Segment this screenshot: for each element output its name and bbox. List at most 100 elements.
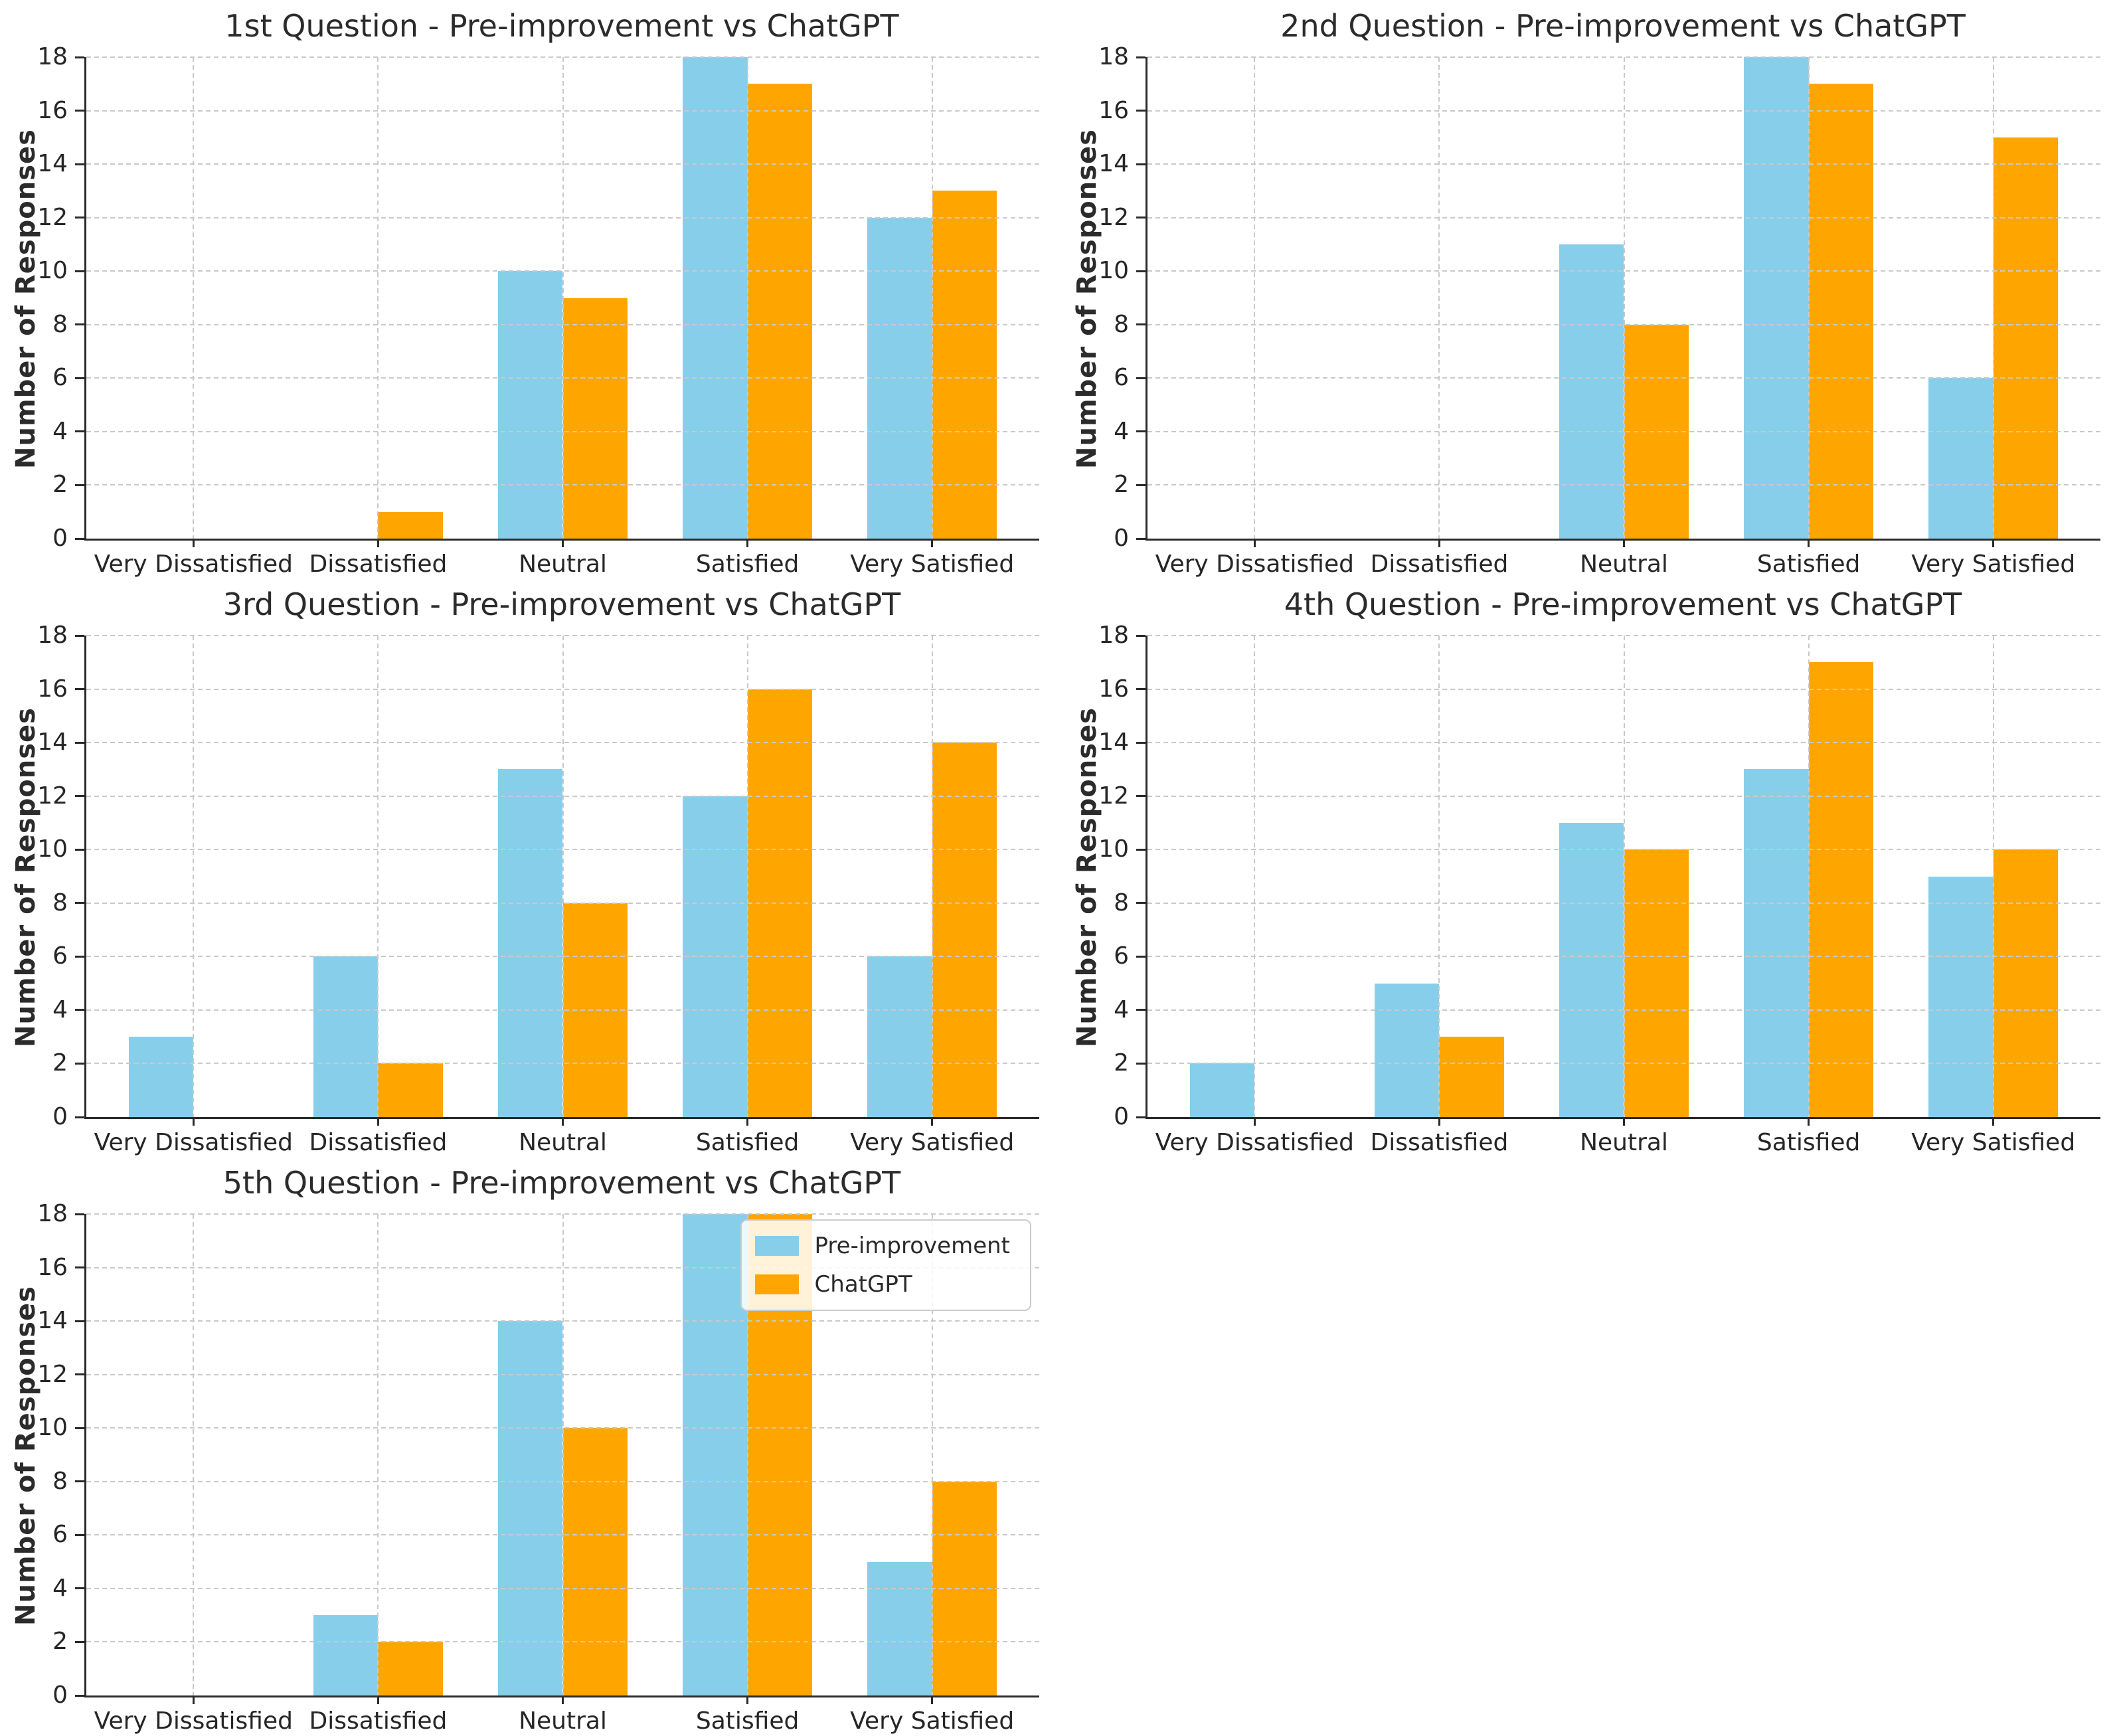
y-tick-label-16: 16 (37, 1253, 68, 1281)
x-tick-1 (1438, 1117, 1440, 1126)
y-tick-label-4: 4 (1114, 417, 1129, 445)
y-tick-2 (75, 1640, 84, 1643)
x-tick-label-1: Dissatisfied (1370, 551, 1509, 578)
gridline-x-2 (1623, 57, 1625, 539)
y-tick-14 (75, 1320, 84, 1322)
bar-pre-improvement-4 (1928, 876, 1994, 1117)
gridline-x-4 (931, 57, 933, 539)
bar-chatgpt-3 (747, 84, 812, 539)
y-tick-label-6: 6 (1114, 364, 1129, 392)
x-tick-label-4: Very Satisfied (850, 1707, 1015, 1735)
y-tick-label-16: 16 (37, 675, 68, 703)
y-tick-10 (75, 848, 84, 851)
x-tick-3 (1808, 539, 1810, 547)
chart-4th-question: 4th Question - Pre-improvement vs ChatGP… (1061, 578, 2123, 1157)
y-tick-label-4: 4 (52, 417, 68, 445)
y-axis-label: Number of Responses (7, 57, 45, 541)
y-tick-12 (75, 1373, 84, 1376)
bar-chatgpt-4 (932, 191, 997, 539)
bar-chatgpt-2 (562, 1428, 628, 1695)
x-tick-3 (1808, 1117, 1810, 1126)
x-tick-0 (1253, 1117, 1256, 1126)
legend-label: ChatGPT (814, 1271, 912, 1298)
y-tick-10 (1136, 270, 1146, 272)
chart-title: 4th Question - Pre-improvement vs ChatGP… (1284, 586, 1962, 622)
bar-chatgpt-1 (378, 511, 443, 539)
bar-chatgpt-4 (1993, 849, 2059, 1117)
x-tick-4 (931, 1117, 934, 1126)
y-tick-12 (75, 217, 84, 219)
x-tick-3 (746, 1117, 749, 1126)
y-tick-12 (1136, 795, 1146, 798)
y-tick-label-18: 18 (1098, 43, 1129, 70)
y-tick-label-6: 6 (1114, 942, 1129, 970)
bar-pre-improvement-2 (1559, 244, 1624, 539)
y-tick-10 (75, 270, 84, 272)
y-tick-label-16: 16 (1098, 675, 1129, 703)
gridline-x-0 (193, 57, 195, 539)
y-tick-label-18: 18 (37, 1200, 68, 1227)
gridline-x-1 (1438, 57, 1440, 539)
gridline-x-3 (1808, 636, 1810, 1117)
y-tick-14 (75, 741, 84, 744)
y-tick-2 (1136, 1062, 1146, 1065)
gridline-x-4 (1992, 636, 1994, 1117)
gridline-x-2 (1623, 636, 1625, 1117)
gridline-x-0 (193, 636, 195, 1117)
gridline-x-1 (1438, 636, 1440, 1117)
y-tick-0 (1136, 1116, 1146, 1118)
y-tick-label-10: 10 (37, 1414, 68, 1442)
y-tick-label-4: 4 (52, 1574, 68, 1602)
y-tick-label-2: 2 (52, 1049, 68, 1077)
y-tick-6 (75, 377, 84, 379)
y-tick-16 (75, 688, 84, 691)
x-tick-label-3: Satisfied (695, 1129, 800, 1156)
bar-chatgpt-1 (1439, 1037, 1504, 1117)
y-tick-16 (75, 1266, 84, 1269)
x-tick-0 (192, 539, 195, 547)
chart-title: 1st Question - Pre-improvement vs ChatGP… (224, 8, 899, 44)
bar-pre-improvement-4 (867, 956, 932, 1117)
legend-swatch-chatgpt (754, 1274, 799, 1294)
x-tick-label-4: Very Satisfied (1911, 1129, 2076, 1156)
bar-chatgpt-2 (562, 298, 628, 539)
y-tick-label-10: 10 (37, 835, 68, 863)
gridline-x-2 (562, 1214, 564, 1695)
bar-pre-improvement-0 (128, 1037, 194, 1117)
x-tick-label-1: Dissatisfied (1370, 1129, 1509, 1156)
gridline-x-1 (377, 1214, 379, 1695)
x-tick-0 (1253, 539, 1256, 547)
y-tick-8 (75, 902, 84, 905)
x-tick-label-0: Very Dissatisfied (1155, 551, 1354, 578)
y-tick-16 (75, 110, 84, 112)
x-tick-2 (1623, 1117, 1625, 1126)
y-tick-label-12: 12 (37, 1360, 68, 1388)
x-tick-label-3: Satisfied (1756, 1129, 1861, 1156)
x-tick-label-4: Very Satisfied (850, 551, 1015, 578)
y-tick-14 (75, 163, 84, 165)
x-tick-2 (1623, 539, 1625, 547)
x-tick-label-3: Satisfied (695, 1707, 800, 1735)
y-tick-6 (75, 955, 84, 958)
x-tick-4 (1992, 539, 1995, 547)
gridline-x-1 (377, 636, 379, 1117)
bar-pre-improvement-3 (683, 57, 748, 539)
chart-title: 5th Question - Pre-improvement vs ChatGP… (222, 1165, 901, 1201)
gridline-x-4 (931, 1214, 933, 1695)
bar-pre-improvement-2 (1559, 822, 1624, 1117)
y-tick-label-18: 18 (37, 622, 68, 649)
plot-area: 0 2 4 6 8 10 12 14 16 18 Very Dissatisfied Dissatis… (37, 43, 1039, 578)
y-tick-label-14: 14 (37, 1307, 68, 1335)
bar-pre-improvement-4 (867, 1561, 932, 1695)
gridline-x-0 (193, 1214, 195, 1695)
bar-chatgpt-1 (378, 1642, 443, 1695)
x-tick-label-0: Very Dissatisfied (94, 1707, 293, 1735)
x-tick-label-0: Very Dissatisfied (94, 1129, 293, 1156)
chart-2nd-question: 2nd Question - Pre-improvement vs ChatGP… (1061, 0, 2123, 578)
y-tick-6 (1136, 955, 1146, 958)
y-tick-label-2: 2 (1114, 471, 1129, 499)
x-tick-4 (1992, 1117, 1995, 1126)
y-tick-label-12: 12 (37, 782, 68, 810)
y-tick-label-10: 10 (37, 257, 68, 285)
